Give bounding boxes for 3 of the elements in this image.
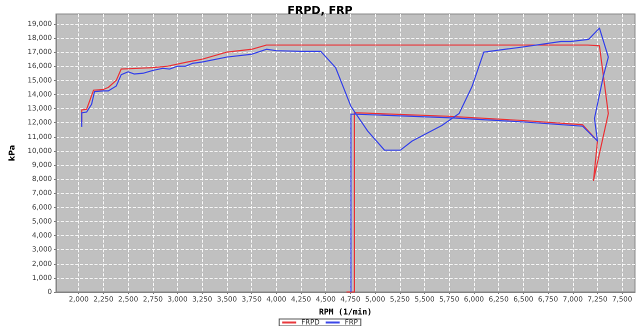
chart-title: FRPD, FRP	[287, 4, 353, 17]
x-axis-title: RPM (1/min)	[319, 307, 372, 316]
y-axis-title: kPa	[8, 144, 16, 162]
